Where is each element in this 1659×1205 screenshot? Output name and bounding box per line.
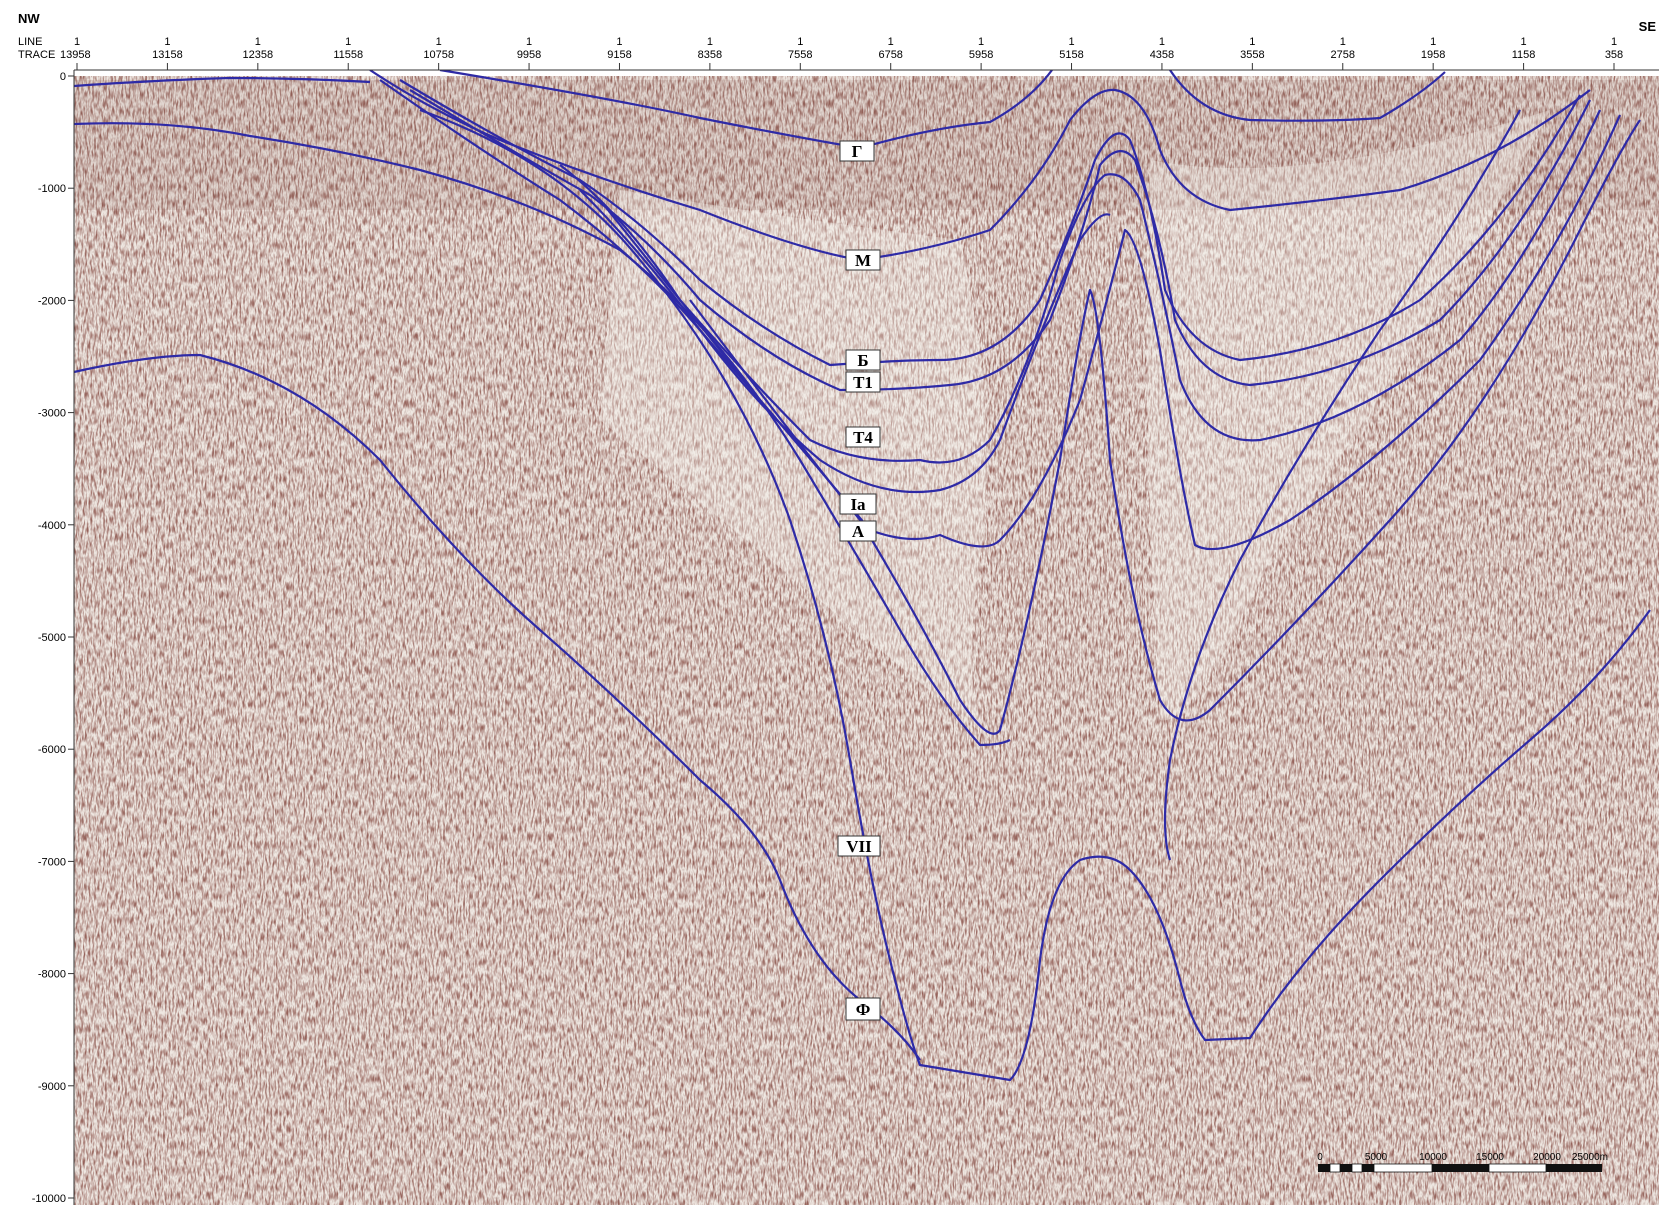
line-value-8: 1 bbox=[797, 36, 803, 48]
line-value-11: 1 bbox=[1068, 36, 1074, 48]
label-f: Ф bbox=[856, 1000, 871, 1019]
horizon-t4-line bbox=[559, 109, 1601, 464]
trace-value-17: 358 bbox=[1605, 49, 1623, 61]
trace-value-1: 13158 bbox=[152, 49, 183, 61]
scale-bar-label-1: 5000 bbox=[1365, 1152, 1388, 1163]
depth-tick-label-6: -6000 bbox=[38, 744, 66, 756]
horizon-f-line bbox=[419, 108, 1651, 1082]
label-vii: VII bbox=[846, 837, 872, 856]
trace-value-4: 10758 bbox=[423, 49, 454, 61]
line-value-2: 1 bbox=[255, 36, 261, 48]
scale-bar-label-0: 0 bbox=[1317, 1152, 1323, 1163]
depth-tick-label-7: -7000 bbox=[38, 856, 66, 868]
direction-se: SE bbox=[1639, 19, 1657, 34]
depth-tick-label-2: -2000 bbox=[38, 295, 66, 307]
label-ia: Ia bbox=[850, 495, 866, 514]
scale-bar-label-5: 25000m bbox=[1572, 1152, 1608, 1163]
horizon-right-outer bbox=[1163, 109, 1521, 861]
horizon-basin-edge bbox=[379, 79, 821, 471]
line-value-4: 1 bbox=[436, 36, 442, 48]
label-g: Г bbox=[852, 142, 863, 161]
horizon-deep-basin bbox=[689, 119, 1641, 735]
horizon-labels: Г М Б Т1 Т4 Ia А VII bbox=[837, 140, 881, 1021]
line-value-17: 1 bbox=[1611, 36, 1617, 48]
trace-value-13: 3558 bbox=[1240, 49, 1264, 61]
label-t1: Т1 bbox=[853, 373, 873, 392]
line-value-16: 1 bbox=[1521, 36, 1527, 48]
trace-value-15: 1958 bbox=[1421, 49, 1445, 61]
label-m: М bbox=[855, 251, 871, 270]
trace-value-7: 8358 bbox=[698, 49, 722, 61]
line-value-3: 1 bbox=[345, 36, 351, 48]
trace-row-label: TRACE bbox=[18, 49, 55, 61]
line-value-12: 1 bbox=[1159, 36, 1165, 48]
direction-nw: NW bbox=[18, 11, 40, 26]
header-trace-ticks: 1139581131581123581115581107581995819158… bbox=[60, 36, 1623, 70]
label-b: Б bbox=[857, 351, 868, 370]
line-value-1: 1 bbox=[164, 36, 170, 48]
label-a: А bbox=[852, 522, 865, 541]
trace-value-5: 9958 bbox=[517, 49, 541, 61]
line-value-5: 1 bbox=[526, 36, 532, 48]
depth-tick-label-8: -8000 bbox=[38, 969, 66, 981]
trace-value-10: 5958 bbox=[969, 49, 993, 61]
depth-tick-label-0: 0 bbox=[60, 71, 66, 83]
line-row-label: LINE bbox=[18, 36, 42, 48]
trace-value-14: 2758 bbox=[1331, 49, 1355, 61]
horizon-shallow-left bbox=[73, 122, 1011, 747]
scale-bar: 0 5000 10000 15000 20000 25000m bbox=[1317, 1152, 1608, 1173]
depth-tick-label-3: -3000 bbox=[38, 408, 66, 420]
depth-axis-background bbox=[0, 70, 74, 1205]
depth-tick-label-1: -1000 bbox=[38, 183, 66, 195]
trace-value-0: 13958 bbox=[60, 49, 91, 61]
depth-tick-label-4: -4000 bbox=[38, 520, 66, 532]
line-value-7: 1 bbox=[707, 36, 713, 48]
horizon-b-line bbox=[399, 79, 1581, 367]
depth-tick-label-5: -5000 bbox=[38, 632, 66, 644]
scale-bar-label-2: 10000 bbox=[1419, 1152, 1447, 1163]
line-value-14: 1 bbox=[1340, 36, 1346, 48]
line-value-0: 1 bbox=[74, 36, 80, 48]
scale-bar-label-3: 15000 bbox=[1476, 1152, 1504, 1163]
trace-value-11: 5158 bbox=[1059, 49, 1083, 61]
trace-value-9: 6758 bbox=[878, 49, 902, 61]
trace-value-3: 11558 bbox=[333, 49, 363, 61]
depth-tick-label-9: -9000 bbox=[38, 1081, 66, 1093]
seismic-amplitude-background bbox=[74, 76, 1659, 1205]
horizon-surface-left bbox=[73, 76, 371, 88]
line-value-15: 1 bbox=[1430, 36, 1436, 48]
trace-value-16: 1158 bbox=[1512, 49, 1536, 61]
horizon-m-line bbox=[369, 69, 1591, 262]
depth-tick-label-10: -10000 bbox=[32, 1193, 66, 1205]
trace-value-8: 7558 bbox=[788, 49, 812, 61]
line-value-6: 1 bbox=[616, 36, 622, 48]
trace-value-2: 12358 bbox=[243, 49, 274, 61]
line-value-9: 1 bbox=[888, 36, 894, 48]
depth-axis-ticks: 0 -1000 -2000 -3000 -4000 -5000 -6000 -7000 -800… bbox=[32, 71, 74, 1205]
horizon-vii-line bbox=[73, 353, 921, 1061]
horizon-g-line-right bbox=[1169, 69, 1446, 122]
horizon-g-line bbox=[439, 68, 1053, 150]
line-value-10: 1 bbox=[978, 36, 984, 48]
trace-value-12: 4358 bbox=[1150, 49, 1174, 61]
label-t4: Т4 bbox=[853, 428, 873, 447]
horizon-t1-line bbox=[409, 89, 1591, 392]
trace-value-6: 9158 bbox=[607, 49, 631, 61]
scale-bar-label-4: 20000 bbox=[1533, 1152, 1561, 1163]
header-background bbox=[0, 0, 1659, 70]
horizon-lines bbox=[73, 68, 1651, 1082]
line-value-13: 1 bbox=[1249, 36, 1255, 48]
